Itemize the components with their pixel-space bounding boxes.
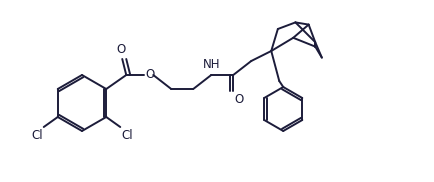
Text: O: O	[116, 43, 125, 56]
Text: O: O	[145, 68, 154, 80]
Text: O: O	[234, 93, 243, 106]
Text: NH: NH	[202, 58, 220, 71]
Text: Cl: Cl	[121, 129, 132, 142]
Text: Cl: Cl	[31, 129, 43, 142]
